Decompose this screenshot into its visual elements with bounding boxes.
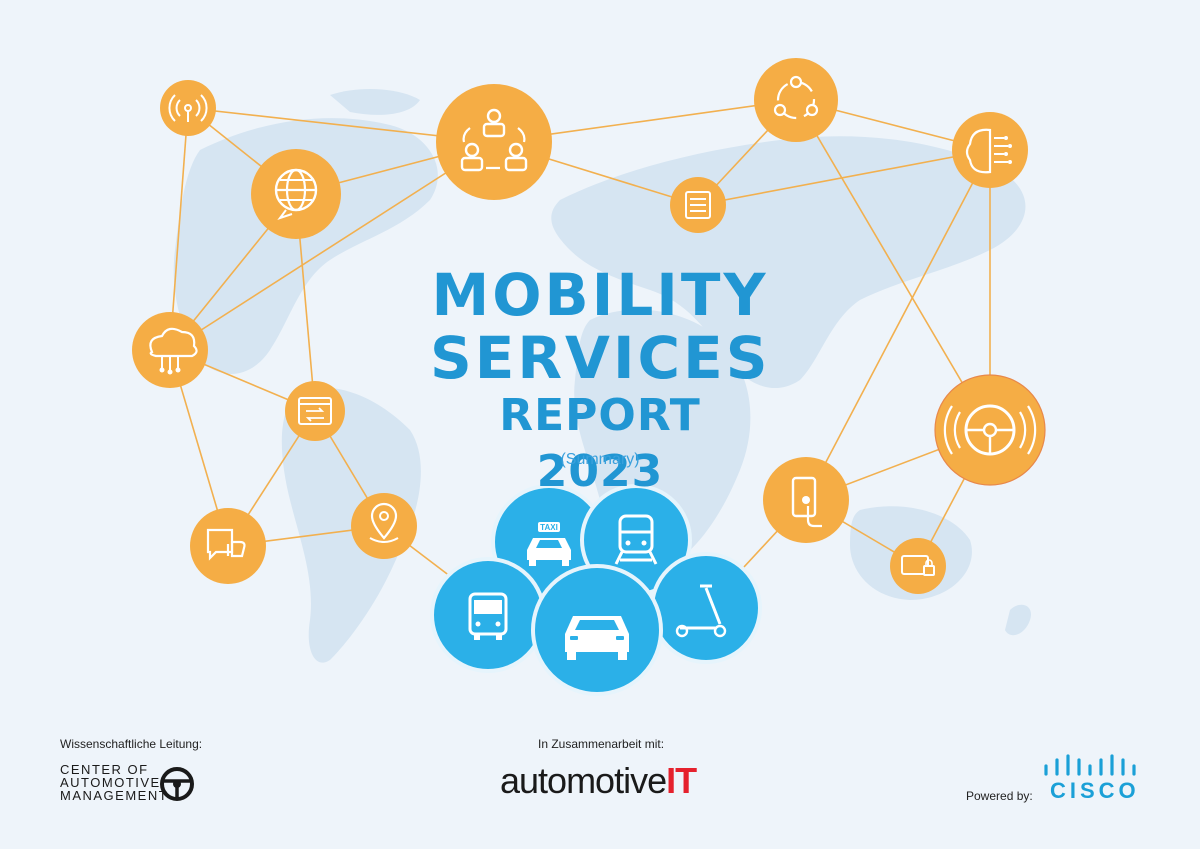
science-label: Wissenschaftliche Leitung:: [60, 737, 203, 751]
cam-line-3: MANAGEMENT: [60, 788, 169, 803]
automotive-it-logo: automotiveIT: [500, 760, 697, 802]
like-chat-icon: [190, 508, 266, 584]
globe-icon: [251, 149, 341, 239]
antenna-icon: [160, 80, 216, 136]
title-line-3: REPORT 2023: [499, 390, 701, 497]
powered-by-label: Powered by:: [966, 789, 1033, 803]
connection-cycle-icon: [754, 58, 838, 142]
car-icon: [531, 564, 663, 696]
report-subtitle: (Summary): [560, 451, 640, 468]
ai-brain-icon: [952, 112, 1028, 188]
taxi-sign: TAXI: [540, 523, 558, 532]
bus-icon: [430, 557, 546, 673]
e-scooter-icon: [650, 552, 762, 664]
location-pin-icon: [351, 493, 417, 559]
cisco-wordmark: CISCO: [1050, 778, 1140, 803]
partner-name: automotive: [500, 760, 667, 801]
partner-label: In Zusammenarbeit mit:: [538, 737, 665, 751]
cloud-network-icon: [132, 312, 208, 388]
cam-line-2: AUTOMOTIVE: [60, 775, 161, 790]
partner-name-it: IT: [666, 760, 697, 801]
cam-line-1: CENTER OF: [60, 762, 149, 777]
title-line-2: SERVICES: [430, 324, 771, 392]
smartphone-touch-icon: [763, 457, 849, 543]
steering-wheel-icon: [160, 767, 194, 801]
team-cycle-icon: [436, 84, 552, 200]
cam-logo: CENTER OF AUTOMOTIVE MANAGEMENT: [60, 762, 194, 803]
vehicle-cluster: TAXI: [430, 484, 762, 696]
title-line-1: MOBILITY: [431, 261, 769, 329]
report-title: MOBILITY SERVICES REPORT 2023: [430, 262, 770, 500]
cisco-bars-icon: [1044, 754, 1136, 776]
browser-window-icon: [285, 381, 345, 441]
autonomous-steering-icon: [934, 374, 1046, 486]
orange-nodes: [132, 58, 1046, 594]
server-list-icon: [670, 177, 726, 233]
payment-card-lock-icon: [890, 538, 946, 594]
